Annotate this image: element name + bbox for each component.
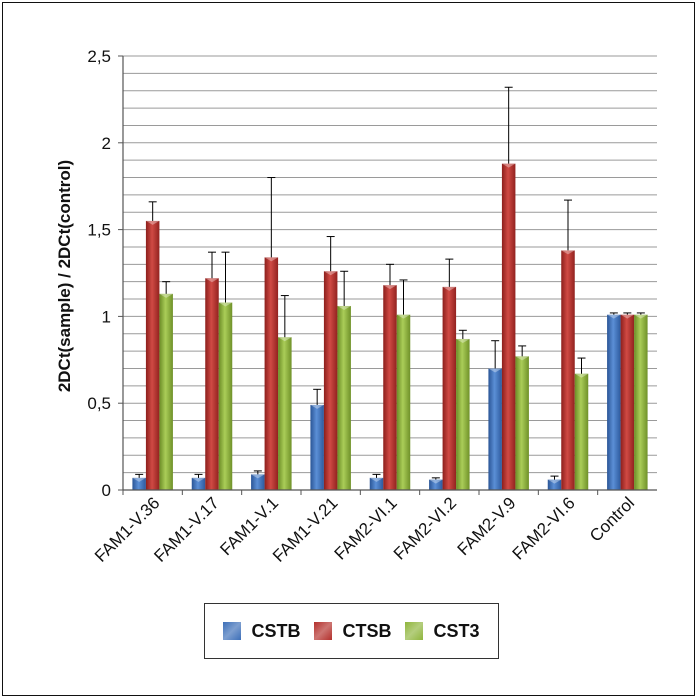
bar-ctsb [145,220,160,491]
legend-label: CTSB [342,620,392,641]
bar-cap [574,373,589,378]
bar-cap [191,477,206,482]
y-tick-label: 2,5 [87,47,111,66]
x-tick-labels: FAM1-V.36FAM1-V.17FAM1-V.1FAM1-V.21FAM2-… [91,490,638,566]
bar-cstb [191,477,206,490]
bar-chart: 0 0,5 1 1,5 2 2,5 FAM1-V.36FAM1-V.17FAM1-V.1F… [55,47,657,566]
bar-cap [442,286,457,291]
bar-cst3 [634,314,648,490]
legend-item-cst3: CST3 [405,620,480,642]
bar-cst3 [456,338,470,490]
x-tick-label: FAM2-VI.6 [509,493,579,563]
legend-label: CSTB [251,620,301,641]
bar-cstb [251,474,265,490]
bar-cstb [607,314,621,490]
bar-cst3 [159,293,173,490]
legend: CSTB CTSB CST3 [204,603,499,659]
bar-cap [159,293,173,298]
bar-cst3 [278,337,292,490]
bar-cap [145,220,160,225]
bar-cstb [547,479,562,490]
bar-cstb [429,479,443,490]
bar-cap [488,368,502,373]
bar-cap [515,356,529,361]
x-tick-label: FAM2-VI.1 [331,493,401,563]
legend-swatch [314,622,333,640]
bar-cap [620,314,635,319]
bar-ctsb [323,271,338,490]
legend-item-cstb: CSTB [223,621,300,642]
legend-swatch [223,622,242,640]
bar-cap [310,404,324,409]
bar-cap [501,163,516,168]
bar-cst3 [396,314,411,490]
bar-cap [218,302,233,307]
bars [132,163,648,491]
legend-swatch [405,622,424,640]
bar-cap [383,285,397,290]
bar-ctsb [561,250,575,490]
bar-cst3 [218,302,233,490]
bar-ctsb [264,257,279,490]
bar-cap [264,257,279,262]
bar-cst3 [574,373,589,490]
bar-ctsb [383,285,397,490]
bar-cap [337,305,351,310]
bar-ctsb [501,163,516,490]
bar-cap [132,477,146,482]
bar-cstb [310,404,324,490]
bar-ctsb [442,286,457,490]
axes [122,56,657,491]
y-tick-label: 0,5 [87,394,111,413]
y-tick-label: 2 [102,134,111,153]
y-tick-labels: 0 0,5 1 1,5 2 2,5 [87,47,123,500]
bar-ctsb [205,278,219,490]
legend-label: CST3 [433,620,480,641]
bar-cap [278,337,292,342]
bar-cst3 [337,305,351,490]
bar-cap [561,250,575,255]
legend-item-ctsb: CTSB [314,621,391,642]
bar-cap [205,278,219,283]
bar-cap [634,314,648,319]
x-tick-label: Control [586,493,638,545]
bar-ctsb [620,314,635,490]
y-tick-label: 0 [102,481,111,500]
bar-cstb [132,477,146,490]
y-tick-label: 1 [102,307,111,326]
y-axis-title: 2DCt(sample) / 2DCt(control) [55,160,74,392]
bar-cstb [369,477,384,490]
bar-cap [547,479,562,484]
error-bars [135,86,645,480]
bar-cap [323,271,338,276]
bar-cstb [488,368,502,490]
bar-cap [396,314,411,319]
bar-cap [369,477,384,482]
bar-cst3 [515,356,529,490]
x-tick-label: FAM1-V.17 [150,493,222,565]
bar-cap [607,314,621,319]
bar-cap [251,474,265,479]
x-tick-label: FAM2-VI.2 [390,493,460,563]
bar-cap [456,338,470,343]
y-tick-label: 1,5 [87,221,111,240]
bar-cap [429,479,443,484]
x-tick-label: FAM1-V.21 [269,493,341,565]
